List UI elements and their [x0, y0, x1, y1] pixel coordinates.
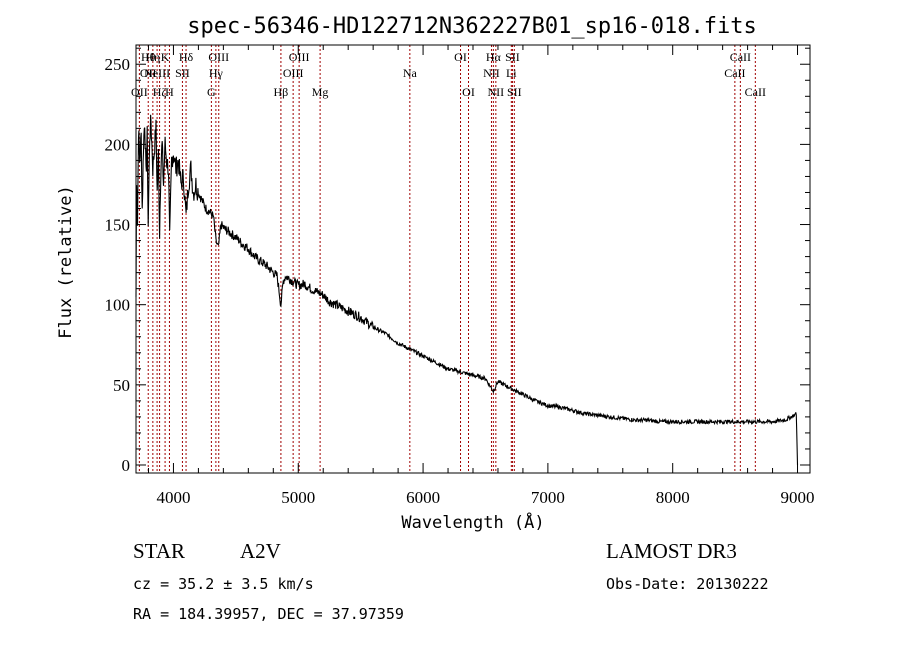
- x-axis-label: Wavelength (Å): [401, 511, 544, 533]
- obs-date: Obs-Date: 20130222: [606, 575, 769, 593]
- x-tick-label: 4000: [156, 488, 190, 507]
- spectral-line-label: K: [161, 50, 170, 64]
- object-subclass: A2V: [240, 539, 281, 563]
- spectral-line-label: NeIII: [144, 66, 170, 80]
- spectral-line-label: Hη: [145, 50, 160, 64]
- spectral-line-label: Na: [403, 66, 418, 80]
- plot-frame: [135, 44, 811, 474]
- y-tick-label: 50: [113, 376, 130, 395]
- x-tick-label: 9000: [781, 488, 815, 507]
- x-tick-label: 7000: [531, 488, 565, 507]
- y-tick-label: 250: [105, 55, 131, 74]
- spectral-line-labels: OIIHθOIIHηNeIIIHζKHSIIHδGHγOIIIHβOIIIOII…: [131, 50, 766, 99]
- x-axis-ticks: 4000 5000 6000 7000 8000 9000: [147, 45, 815, 507]
- spectral-line-label: OIII: [283, 66, 304, 80]
- spectrum-line: [135, 114, 799, 466]
- spectral-line-label: Hβ: [274, 85, 289, 99]
- y-tick-label: 150: [105, 216, 131, 235]
- survey-name: LAMOST DR3: [606, 539, 737, 563]
- redshift-readout: cz = 35.2 ± 3.5 km/s: [133, 575, 314, 593]
- y-tick-label: 200: [105, 135, 131, 154]
- y-axis-label: Flux (relative): [56, 185, 76, 339]
- spectral-line-label: SII: [175, 66, 190, 80]
- spectral-line-label: G: [207, 85, 216, 99]
- spectral-line-label: NII: [483, 66, 500, 80]
- y-axis-ticks: 0 50 100 150 200 250: [105, 47, 810, 475]
- x-tick-label: 5000: [281, 488, 315, 507]
- spectral-line-label: SII: [505, 50, 520, 64]
- x-tick-label: 8000: [656, 488, 690, 507]
- spectral-line-label: Hα: [486, 50, 502, 64]
- spectral-line-label: SII: [507, 85, 522, 99]
- spectral-line-label: NII: [488, 85, 505, 99]
- spectral-line-label: Hζ: [153, 85, 167, 99]
- spectral-line-markers: [138, 45, 756, 473]
- spectral-line-label: Li: [506, 66, 517, 80]
- spectral-line-label: OIII: [208, 50, 229, 64]
- spectral-line-label: Mg: [312, 85, 329, 99]
- y-tick-label: 100: [105, 296, 131, 315]
- spectral-line-label: CaII: [724, 66, 745, 80]
- spectral-line-label: Hδ: [179, 50, 194, 64]
- coordinates: RA = 184.39957, DEC = 37.97359: [133, 605, 404, 623]
- spectral-line-label: OI: [462, 85, 475, 99]
- x-tick-label: 6000: [406, 488, 440, 507]
- spectral-line-label: OII: [140, 66, 157, 80]
- spectral-line-label: H: [165, 85, 174, 99]
- spectral-line-label: Hγ: [209, 66, 224, 80]
- spectral-line-label: OI: [454, 50, 467, 64]
- chart-title: spec-56346-HD122712N362227B01_sp16-018.f…: [187, 14, 757, 39]
- y-tick-label: 0: [122, 456, 131, 475]
- spectral-line-label: Hθ: [141, 50, 156, 64]
- spectral-line-label: OIII: [289, 50, 310, 64]
- spectral-line-label: OII: [131, 85, 148, 99]
- spectral-line-label: CaII: [745, 85, 766, 99]
- object-class: STAR: [133, 539, 185, 563]
- spectral-line-label: CaII: [730, 50, 751, 64]
